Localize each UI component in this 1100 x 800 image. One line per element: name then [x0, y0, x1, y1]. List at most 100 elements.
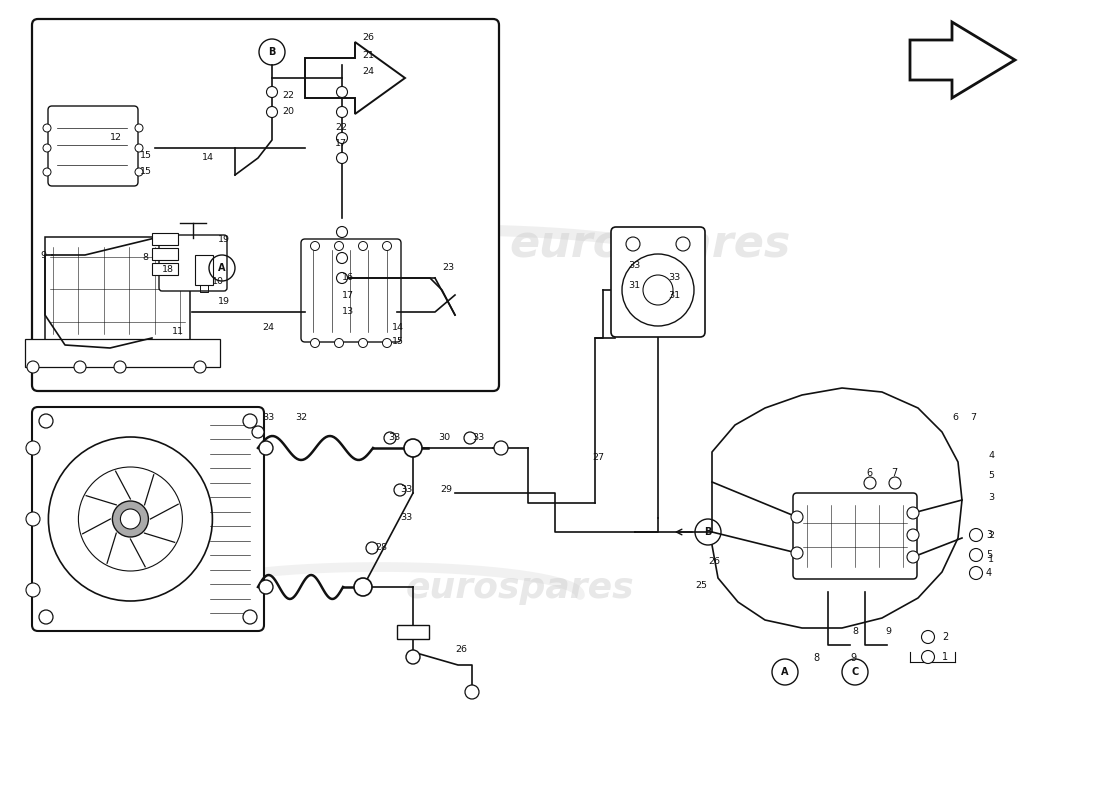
- Text: B: B: [704, 527, 712, 537]
- Text: 26: 26: [455, 646, 468, 654]
- Bar: [45, 237, 190, 342]
- Circle shape: [334, 338, 343, 347]
- Text: 26: 26: [708, 558, 720, 566]
- Text: 17: 17: [342, 290, 354, 299]
- Circle shape: [194, 361, 206, 373]
- Circle shape: [384, 432, 396, 444]
- Circle shape: [112, 501, 148, 537]
- Circle shape: [494, 441, 508, 455]
- Text: 33: 33: [628, 261, 640, 270]
- Circle shape: [464, 432, 476, 444]
- Text: 8: 8: [142, 254, 148, 262]
- Circle shape: [337, 273, 348, 283]
- Circle shape: [74, 361, 86, 373]
- Circle shape: [864, 477, 876, 489]
- Circle shape: [39, 610, 53, 624]
- Circle shape: [908, 507, 918, 519]
- Circle shape: [243, 610, 257, 624]
- Text: 8: 8: [852, 627, 858, 637]
- Circle shape: [26, 441, 40, 455]
- Bar: [152, 263, 178, 275]
- Text: 13: 13: [342, 307, 354, 317]
- Text: 9: 9: [886, 627, 891, 637]
- Text: 3: 3: [986, 530, 992, 540]
- Text: 22: 22: [336, 123, 346, 133]
- Text: 1: 1: [988, 555, 994, 565]
- Bar: [25, 339, 220, 367]
- Circle shape: [791, 511, 803, 523]
- Text: 10: 10: [212, 278, 224, 286]
- Text: 22: 22: [282, 90, 294, 99]
- Circle shape: [26, 512, 40, 526]
- FancyBboxPatch shape: [160, 235, 227, 291]
- Circle shape: [922, 630, 935, 643]
- FancyBboxPatch shape: [793, 493, 917, 579]
- Text: eurospares: eurospares: [509, 223, 791, 266]
- Circle shape: [39, 414, 53, 428]
- Text: 21: 21: [362, 50, 374, 59]
- Text: 30: 30: [438, 434, 450, 442]
- Text: 5: 5: [986, 550, 992, 560]
- Circle shape: [135, 168, 143, 176]
- Circle shape: [383, 338, 392, 347]
- Text: 16: 16: [342, 274, 354, 282]
- Circle shape: [676, 237, 690, 251]
- Text: 15: 15: [140, 167, 152, 177]
- Circle shape: [465, 685, 478, 699]
- Circle shape: [310, 338, 319, 347]
- Circle shape: [337, 86, 348, 98]
- Circle shape: [120, 509, 141, 529]
- Text: 18: 18: [162, 266, 174, 274]
- Circle shape: [406, 650, 420, 664]
- Circle shape: [626, 237, 640, 251]
- Text: 7: 7: [891, 468, 898, 478]
- Circle shape: [922, 650, 935, 663]
- Circle shape: [359, 242, 367, 250]
- Circle shape: [366, 542, 378, 554]
- Circle shape: [258, 441, 273, 455]
- Circle shape: [337, 226, 348, 238]
- Circle shape: [266, 106, 277, 118]
- Circle shape: [337, 133, 348, 143]
- Circle shape: [43, 144, 51, 152]
- Text: 33: 33: [472, 434, 484, 442]
- Circle shape: [135, 144, 143, 152]
- Circle shape: [969, 549, 982, 562]
- Circle shape: [266, 86, 277, 98]
- Text: 25: 25: [695, 581, 707, 590]
- Text: 4: 4: [986, 568, 992, 578]
- Circle shape: [908, 529, 918, 541]
- Text: 28: 28: [375, 543, 387, 553]
- Text: A: A: [781, 667, 789, 677]
- Text: 14: 14: [202, 154, 215, 162]
- Text: 26: 26: [362, 34, 374, 42]
- Text: 31: 31: [668, 290, 680, 299]
- Text: 6: 6: [952, 414, 958, 422]
- Text: 31: 31: [628, 281, 640, 290]
- Circle shape: [337, 153, 348, 163]
- Circle shape: [43, 124, 51, 132]
- Text: 24: 24: [262, 323, 274, 333]
- Bar: [195, 255, 213, 285]
- Text: C: C: [851, 667, 859, 677]
- Text: 20: 20: [282, 107, 294, 117]
- FancyBboxPatch shape: [397, 625, 429, 639]
- Text: 33: 33: [262, 414, 274, 422]
- Circle shape: [334, 242, 343, 250]
- Circle shape: [404, 439, 422, 457]
- Circle shape: [394, 484, 406, 496]
- Circle shape: [889, 477, 901, 489]
- Circle shape: [258, 580, 273, 594]
- Circle shape: [359, 338, 367, 347]
- Text: 33: 33: [400, 514, 412, 522]
- Circle shape: [26, 583, 40, 597]
- Circle shape: [135, 124, 143, 132]
- Text: 33: 33: [668, 274, 680, 282]
- Circle shape: [908, 551, 918, 563]
- Text: 33: 33: [388, 434, 400, 442]
- Circle shape: [310, 242, 319, 250]
- Text: 12: 12: [110, 134, 122, 142]
- Text: 2: 2: [942, 632, 948, 642]
- Text: 8: 8: [813, 653, 820, 663]
- FancyBboxPatch shape: [610, 227, 705, 337]
